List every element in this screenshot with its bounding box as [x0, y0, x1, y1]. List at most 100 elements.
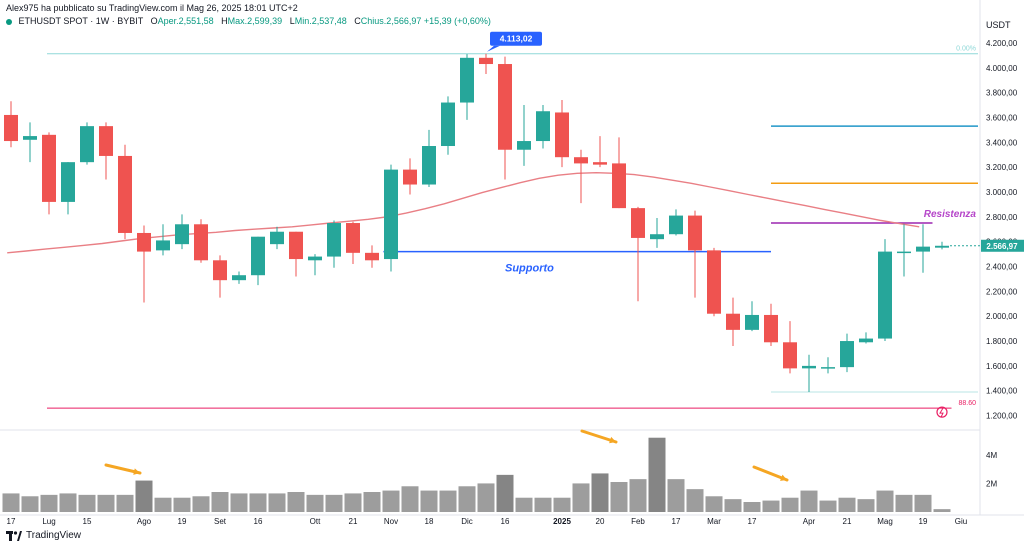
candle-body [897, 251, 911, 254]
candle [650, 218, 664, 248]
candle-body [859, 338, 873, 343]
volume-bar [458, 486, 476, 512]
candle-body [232, 275, 246, 281]
volume-bars [2, 437, 951, 512]
volume-bar [325, 494, 343, 512]
time-tick-label: Giu [955, 517, 967, 526]
candle-body [251, 236, 265, 276]
candle-body [118, 155, 132, 233]
candle [878, 239, 892, 342]
price-tick-label: 3.600,00 [986, 113, 1018, 122]
volume-tick-label: 2M [986, 479, 997, 488]
candle-body [175, 224, 189, 245]
volume-bar [895, 494, 913, 512]
candle [194, 219, 208, 263]
candle-body [4, 114, 18, 142]
candle [365, 245, 379, 268]
high-price-badge-pointer [487, 45, 500, 52]
time-tick-label: 15 [83, 517, 92, 526]
time-axis[interactable]: 17 Lug 15 Ago 19 Set 16 Ott 21 Nov 18 Dic 16 2025 20 Fe… [7, 517, 968, 526]
time-tick-label: Ago [137, 517, 152, 526]
candle [935, 241, 949, 250]
candle-body [441, 102, 455, 147]
volume-bar [78, 494, 96, 512]
candle-body [821, 367, 835, 369]
candle-body [270, 231, 284, 245]
candle-body [194, 224, 208, 261]
candle [289, 231, 303, 277]
arrow-head-icon [609, 436, 616, 444]
volume-bar [724, 499, 742, 512]
candle [346, 221, 360, 265]
volume-bar [401, 486, 419, 512]
volume-bar [116, 494, 134, 512]
high-value: Max.2,599,39 [227, 16, 283, 26]
volume-tick-label: 4M [986, 451, 997, 460]
candle-body [878, 251, 892, 339]
candle [574, 149, 588, 204]
candle-body [517, 141, 531, 150]
candles [4, 53, 949, 392]
candle [61, 162, 75, 215]
candle-body [764, 314, 778, 343]
candle-body [365, 252, 379, 261]
candle-body [80, 126, 94, 163]
time-tick-label: 16 [254, 517, 263, 526]
symbol-label[interactable]: ETHUSDT SPOT · 1W · BYBIT [18, 16, 144, 26]
candle [441, 96, 455, 155]
moving-average [7, 171, 920, 254]
candle-body [935, 245, 949, 248]
candle [251, 236, 265, 286]
time-tick-label: 17 [672, 517, 681, 526]
open-label: O [150, 16, 158, 26]
candle-body [669, 215, 683, 235]
currency-label: USDT [986, 20, 1011, 30]
volume-bar [762, 500, 780, 512]
candle [422, 129, 436, 188]
volume-bar [154, 497, 172, 512]
candle [213, 255, 227, 298]
candle-body [156, 240, 170, 251]
volume-bar [420, 490, 438, 512]
volume-bar [249, 493, 267, 512]
time-tick-label: 21 [349, 517, 358, 526]
time-tick-label: Feb [631, 517, 645, 526]
time-tick-label: Dic [461, 517, 473, 526]
publish-text: Alex975 ha pubblicato su TradingView.com… [6, 3, 298, 13]
price-tick-label: 2.800,00 [986, 213, 1018, 222]
candle [517, 105, 531, 166]
volume-bar [21, 496, 39, 512]
volume-bar [59, 493, 77, 512]
arrow-head-icon [133, 468, 140, 475]
volume-bar [781, 497, 799, 512]
candle [42, 132, 56, 215]
price-tick-label: 1.400,00 [986, 387, 1018, 396]
volume-bar [363, 492, 381, 512]
alert-bolt-icon [939, 407, 944, 418]
price-tick-label: 1.800,00 [986, 337, 1018, 346]
candle-body [688, 215, 702, 251]
candle [118, 144, 132, 240]
time-tick-label: Ott [310, 517, 321, 526]
candle [783, 321, 797, 374]
time-tick-label: 18 [425, 517, 434, 526]
candle-body [384, 169, 398, 260]
volume-bar [705, 496, 723, 512]
candle-body [555, 112, 569, 158]
time-tick-label: 19 [178, 517, 187, 526]
volume-bar [553, 497, 571, 512]
price-tick-label: 4.200,00 [986, 39, 1018, 48]
candle-body [536, 111, 550, 142]
low-value: Min.2,537,48 [294, 16, 347, 26]
candle-body [403, 169, 417, 185]
fib-bottom-label: 88.60 [958, 400, 976, 407]
volume-bar [211, 492, 229, 512]
volume-bar [439, 490, 457, 512]
price-axis[interactable]: 1.200,00 1.400,00 1.600,00 1.800,00 2.000,00… [981, 39, 1024, 489]
close-label: C [354, 16, 361, 26]
footer[interactable]: TradingView [6, 530, 81, 541]
candle-body [460, 57, 474, 103]
time-tick-label: 21 [843, 517, 852, 526]
candle [403, 158, 417, 195]
